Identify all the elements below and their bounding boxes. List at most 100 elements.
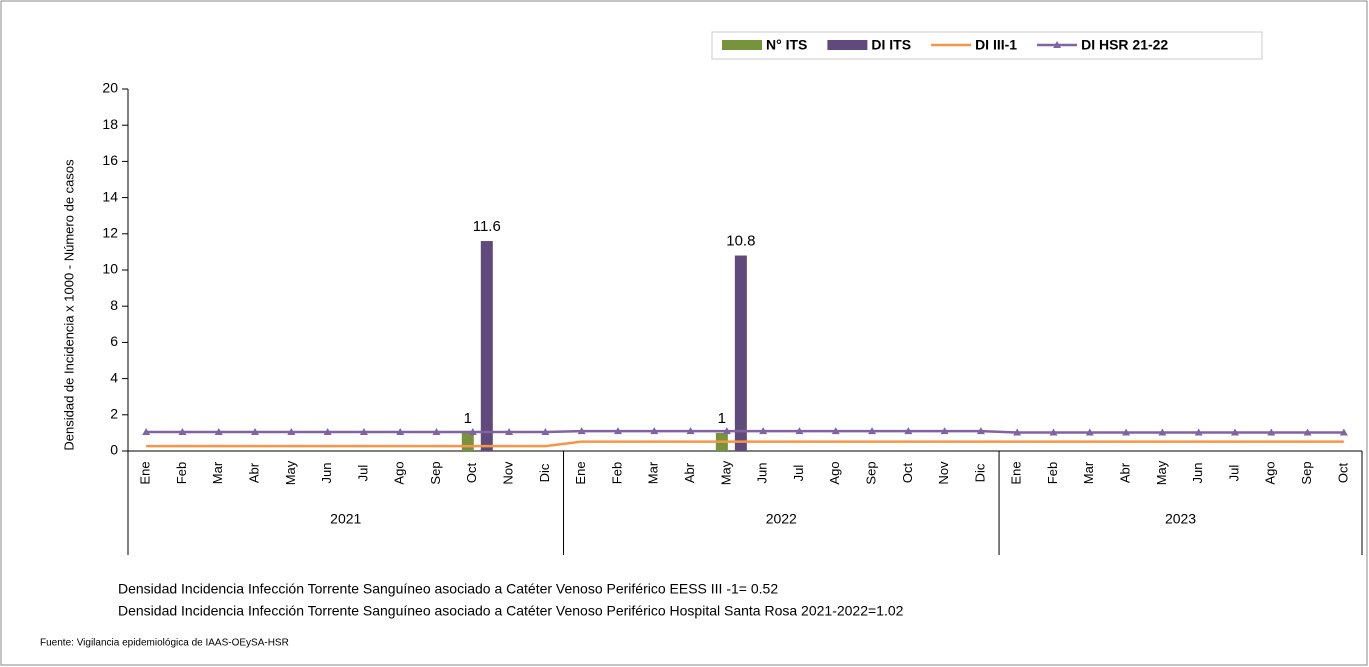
- marker: [1230, 428, 1239, 436]
- legend-marker: [1053, 41, 1062, 48]
- x-tick-label: Jul: [1226, 465, 1241, 482]
- x-tick-label: May: [718, 460, 733, 485]
- y-axis-label: Densidad de Incidencia x 1000 - Número d…: [61, 159, 76, 451]
- note: Densidad Incidencia Infección Torrente S…: [118, 603, 904, 619]
- bar: [461, 432, 474, 451]
- x-tick-label: Jun: [1190, 463, 1205, 484]
- marker: [1158, 428, 1167, 436]
- y-tick-label: 8: [110, 297, 118, 313]
- marker: [1339, 428, 1348, 436]
- legend-label: DI ITS: [871, 37, 911, 53]
- x-tick-label: Abr: [246, 462, 261, 483]
- y-tick-label: 12: [102, 225, 118, 241]
- marker: [178, 427, 187, 435]
- x-tick-label: May: [283, 460, 298, 485]
- marker: [1267, 428, 1276, 436]
- marker: [287, 427, 296, 435]
- y-tick-label: 18: [102, 116, 118, 132]
- y-tick-label: 10: [102, 261, 118, 277]
- x-tick-label: Oct: [900, 463, 915, 484]
- x-tick-label: Sep: [863, 461, 878, 484]
- marker: [868, 427, 877, 435]
- x-tick-label: Jul: [791, 465, 806, 482]
- x-tick-label: Ene: [138, 461, 153, 484]
- marker: [468, 427, 477, 435]
- legend-label: DI HSR 21-22: [1081, 37, 1168, 53]
- y-tick-label: 20: [102, 80, 118, 96]
- x-tick-label: Nov: [936, 461, 951, 485]
- legend-box: [711, 31, 1263, 60]
- x-tick-label: Abr: [1118, 462, 1133, 483]
- x-tick-label: Oct: [1335, 463, 1350, 484]
- x-tick-label: Feb: [1045, 462, 1060, 484]
- legend-label: N° ITS: [766, 37, 807, 53]
- y-tick-label: 0: [110, 442, 118, 458]
- marker: [214, 427, 223, 435]
- legend-swatch: [722, 40, 762, 50]
- y-tick-label: 4: [110, 369, 118, 385]
- group-label: 2022: [766, 511, 797, 527]
- marker: [1085, 428, 1094, 436]
- marker: [251, 427, 260, 435]
- group-label: 2023: [1165, 511, 1196, 527]
- marker: [1303, 428, 1312, 436]
- group-label: 2021: [330, 511, 361, 527]
- marker: [396, 427, 405, 435]
- y-tick-label: 16: [102, 152, 118, 168]
- x-tick-label: Feb: [609, 462, 624, 484]
- marker: [759, 427, 768, 435]
- x-tick-label: Mar: [210, 461, 225, 484]
- x-tick-label: Dic: [537, 463, 552, 482]
- marker: [541, 427, 550, 435]
- marker: [432, 427, 441, 435]
- legend-label: DI III-1: [975, 37, 1017, 53]
- marker: [1194, 428, 1203, 436]
- y-tick-label: 6: [110, 333, 118, 349]
- marker: [323, 427, 332, 435]
- marker: [1122, 428, 1131, 436]
- x-tick-label: Sep: [1299, 461, 1314, 484]
- x-tick-label: Feb: [174, 462, 189, 484]
- x-tick-label: Ene: [573, 461, 588, 484]
- x-tick-label: Mar: [1081, 461, 1096, 484]
- marker: [650, 427, 659, 435]
- line: [146, 429, 1344, 434]
- x-tick-label: Jul: [355, 465, 370, 482]
- x-tick-label: Ago: [392, 461, 407, 484]
- x-tick-label: Ene: [1009, 461, 1024, 484]
- bar: [734, 255, 747, 451]
- line: [146, 440, 1344, 448]
- y-tick-label: 14: [102, 188, 118, 204]
- marker: [577, 427, 586, 435]
- x-tick-label: Oct: [464, 463, 479, 484]
- x-tick-label: Dic: [972, 463, 987, 482]
- data-label: 11.6: [473, 218, 501, 235]
- marker: [686, 427, 695, 435]
- x-tick-label: Jun: [755, 463, 770, 484]
- data-label: 1: [718, 410, 726, 427]
- x-tick-label: Ago: [827, 461, 842, 484]
- marker: [505, 427, 514, 435]
- marker: [904, 427, 913, 435]
- data-label: 1: [464, 410, 472, 427]
- marker: [1049, 428, 1058, 436]
- x-tick-label: Jun: [319, 463, 334, 484]
- marker: [1013, 428, 1022, 436]
- marker: [359, 427, 368, 435]
- marker: [795, 427, 804, 435]
- x-tick-label: Nov: [501, 461, 516, 485]
- marker: [976, 427, 985, 435]
- y-tick-label: 2: [110, 406, 118, 422]
- x-tick-label: Sep: [428, 461, 443, 484]
- marker: [613, 427, 622, 435]
- x-tick-label: Mar: [646, 461, 661, 484]
- marker: [940, 427, 949, 435]
- data-label: 10.8: [726, 232, 755, 249]
- marker: [142, 427, 151, 435]
- bar: [480, 241, 493, 451]
- x-tick-label: Abr: [682, 462, 697, 483]
- source: Fuente: Vigilancia epidemiológica de IAA…: [40, 638, 289, 649]
- marker: [722, 427, 731, 435]
